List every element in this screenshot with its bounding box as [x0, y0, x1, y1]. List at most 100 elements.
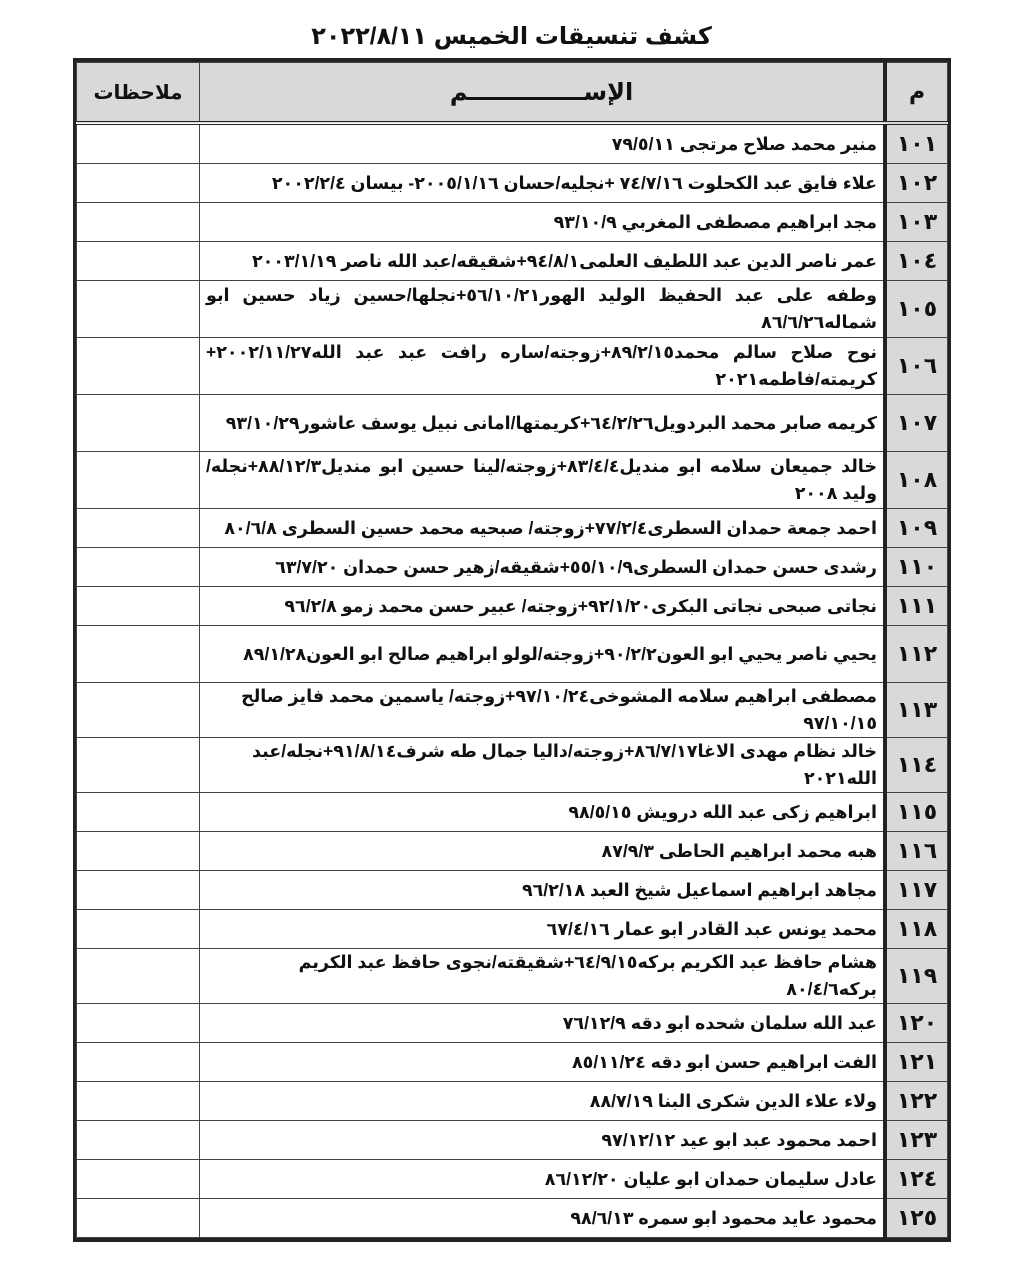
row-number: ١١٧ [883, 870, 948, 910]
page-title: كشف تنسيقات الخميس ٢٠٢٢/٨/١١ [311, 23, 712, 50]
table-row: ١٠١ منير محمد صلاح مرتجى ٧٩/٥/١١ [76, 122, 948, 164]
table-row: ١٢١ الفت ابراهيم حسن ابو دقه ٨٥/١١/٢٤ [76, 1042, 948, 1082]
row-notes [76, 122, 200, 164]
row-name: كريمه صابر محمد البردويل٦٤/٢/٢٦+كريمتها/… [199, 394, 886, 452]
row-number: ١٠٧ [883, 394, 948, 452]
row-name: هبه محمد ابراهيم الحاطى ٨٧/٩/٣ [199, 831, 886, 871]
table-row: ١١٥ ابراهيم زكى عبد الله درويش ٩٨/٥/١٥ [76, 792, 948, 832]
row-name: محمود عايد محمود ابو سمره ٩٨/٦/١٣ [199, 1198, 886, 1238]
row-number: ١١٩ [883, 948, 948, 1004]
coordination-table: م الإســــــــــــــم ملاحظات ١٠١ منير مح… [76, 62, 948, 1238]
table-row: ١٠٧ كريمه صابر محمد البردويل٦٤/٢/٢٦+كريمت… [76, 394, 948, 452]
row-notes [76, 586, 200, 626]
row-name: نجاتى صبحى نجاتى البكرى٩٢/١/٢٠+زوجته/ عب… [199, 586, 886, 626]
row-name: احمد جمعة حمدان السطرى٧٧/٢/٤+زوجته/ صبحي… [199, 508, 886, 548]
row-notes [76, 682, 200, 738]
row-notes [76, 394, 200, 452]
row-name: احمد محمود عبد ابو عيد ٩٧/١٢/١٢ [199, 1120, 886, 1160]
table-row: ١٢٢ ولاء علاء الدين شكرى البنا ٨٨/٧/١٩ [76, 1081, 948, 1121]
row-notes [76, 1081, 200, 1121]
row-number: ١١١ [883, 586, 948, 626]
row-number: ١٠٢ [883, 163, 948, 203]
table-row: ١٠٩ احمد جمعة حمدان السطرى٧٧/٢/٤+زوجته/ ص… [76, 508, 948, 548]
row-number: ١٠٥ [883, 280, 948, 338]
row-number: ١١٦ [883, 831, 948, 871]
row-name: رشدى حسن حمدان السطرى٥٥/١٠/٩+شقيقه/زهير … [199, 547, 886, 587]
row-number: ١١٢ [883, 625, 948, 683]
table-row: ١١٧ مجاهد ابراهيم اسماعيل شيخ العبد ٩٦/٢/… [76, 870, 948, 910]
row-number: ١٢٤ [883, 1159, 948, 1199]
row-name: علاء فايق عبد الكحلوت ٧٤/٧/١٦ +نجليه/حسا… [199, 163, 886, 203]
row-notes [76, 1120, 200, 1160]
row-name: يحيي ناصر يحيي ابو العون٩٠/٢/٢+زوجته/لول… [199, 625, 886, 683]
coordination-table-frame: م الإســــــــــــــم ملاحظات ١٠١ منير مح… [73, 58, 951, 1242]
row-name: منير محمد صلاح مرتجى ٧٩/٥/١١ [199, 122, 886, 164]
row-name: خالد نظام مهدى الاغا٨٦/٧/١٧+زوجته/داليا … [199, 737, 886, 793]
row-notes [76, 625, 200, 683]
row-name: نوح صلاح سالم محمد٨٩/٢/١٥+زوجته/ساره راف… [199, 337, 886, 395]
row-number: ١١٠ [883, 547, 948, 587]
row-number: ١٢٣ [883, 1120, 948, 1160]
table-body: ١٠١ منير محمد صلاح مرتجى ٧٩/٥/١١ ١٠٢ علاء ف… [76, 122, 948, 1238]
header-name: الإســــــــــــــم [199, 62, 886, 125]
row-notes [76, 1003, 200, 1043]
header-number: م [883, 62, 948, 125]
row-number: ١٠٩ [883, 508, 948, 548]
row-name: ولاء علاء الدين شكرى البنا ٨٨/٧/١٩ [199, 1081, 886, 1121]
row-notes [76, 1159, 200, 1199]
table-header-row: م الإســــــــــــــم ملاحظات [76, 62, 948, 125]
table-row: ١١٢ يحيي ناصر يحيي ابو العون٩٠/٢/٢+زوجته/… [76, 625, 948, 683]
table-row: ١٢٠ عبد الله سلمان شحده ابو دقه ٧٦/١٢/٩ [76, 1003, 948, 1043]
row-number: ١٢٥ [883, 1198, 948, 1238]
table-row: ١١٤ خالد نظام مهدى الاغا٨٦/٧/١٧+زوجته/دال… [76, 737, 948, 793]
row-name: وطفه على عبد الحفيظ الوليد الهور٥٦/١٠/٢١… [199, 280, 886, 338]
row-notes [76, 508, 200, 548]
row-name: عبد الله سلمان شحده ابو دقه ٧٦/١٢/٩ [199, 1003, 886, 1043]
row-number: ١١٥ [883, 792, 948, 832]
table-row: ١٢٥ محمود عايد محمود ابو سمره ٩٨/٦/١٣ [76, 1198, 948, 1238]
row-name: عمر ناصر الدين عبد اللطيف العلمى٩٤/٨/١+ش… [199, 241, 886, 281]
row-notes [76, 831, 200, 871]
table-row: ١١٩ هشام حافظ عبد الكريم بركه٦٤/٩/١٥+شقيق… [76, 948, 948, 1004]
row-name: عادل سليمان حمدان ابو عليان ٨٦/١٢/٢٠ [199, 1159, 886, 1199]
table-row: ١٠٥ وطفه على عبد الحفيظ الوليد الهور٥٦/١٠… [76, 280, 948, 338]
row-number: ١١٨ [883, 909, 948, 949]
row-name: مصطفى ابراهيم سلامه المشوخى٩٧/١٠/٢٤+زوجت… [199, 682, 886, 738]
row-notes [76, 280, 200, 338]
row-name: خالد جميعان سلامه ابو منديل٨٣/٤/٤+زوجته/… [199, 451, 886, 509]
header-notes: ملاحظات [76, 62, 200, 125]
table-row: ١١٦ هبه محمد ابراهيم الحاطى ٨٧/٩/٣ [76, 831, 948, 871]
row-notes [76, 909, 200, 949]
row-name: هشام حافظ عبد الكريم بركه٦٤/٩/١٥+شقيقته/… [199, 948, 886, 1004]
row-notes [76, 870, 200, 910]
row-notes [76, 1198, 200, 1238]
row-notes [76, 547, 200, 587]
row-notes [76, 337, 200, 395]
row-name: مجد ابراهيم مصطفى المغربي ٩٣/١٠/٩ [199, 202, 886, 242]
row-number: ١٠٤ [883, 241, 948, 281]
table-row: ١٢٣ احمد محمود عبد ابو عيد ٩٧/١٢/١٢ [76, 1120, 948, 1160]
row-number: ١٠٣ [883, 202, 948, 242]
row-notes [76, 202, 200, 242]
row-notes [76, 737, 200, 793]
row-number: ١٢٢ [883, 1081, 948, 1121]
row-notes [76, 1042, 200, 1082]
row-notes [76, 948, 200, 1004]
row-number: ١٢٠ [883, 1003, 948, 1043]
table-row: ١٢٤ عادل سليمان حمدان ابو عليان ٨٦/١٢/٢٠ [76, 1159, 948, 1199]
row-notes [76, 241, 200, 281]
row-number: ١١٣ [883, 682, 948, 738]
row-name: الفت ابراهيم حسن ابو دقه ٨٥/١١/٢٤ [199, 1042, 886, 1082]
row-number: ١٢١ [883, 1042, 948, 1082]
row-number: ١٠٦ [883, 337, 948, 395]
table-row: ١٠٨ خالد جميعان سلامه ابو منديل٨٣/٤/٤+زوج… [76, 451, 948, 509]
row-name: ابراهيم زكى عبد الله درويش ٩٨/٥/١٥ [199, 792, 886, 832]
table-row: ١٠٣ مجد ابراهيم مصطفى المغربي ٩٣/١٠/٩ [76, 202, 948, 242]
table-row: ١١٨ محمد يونس عبد القادر ابو عمار ٦٧/٤/١٦ [76, 909, 948, 949]
row-number: ١٠١ [883, 122, 948, 164]
row-number: ١٠٨ [883, 451, 948, 509]
row-name: محمد يونس عبد القادر ابو عمار ٦٧/٤/١٦ [199, 909, 886, 949]
table-row: ١١١ نجاتى صبحى نجاتى البكرى٩٢/١/٢٠+زوجته/… [76, 586, 948, 626]
row-notes [76, 451, 200, 509]
row-name: مجاهد ابراهيم اسماعيل شيخ العبد ٩٦/٢/١٨ [199, 870, 886, 910]
